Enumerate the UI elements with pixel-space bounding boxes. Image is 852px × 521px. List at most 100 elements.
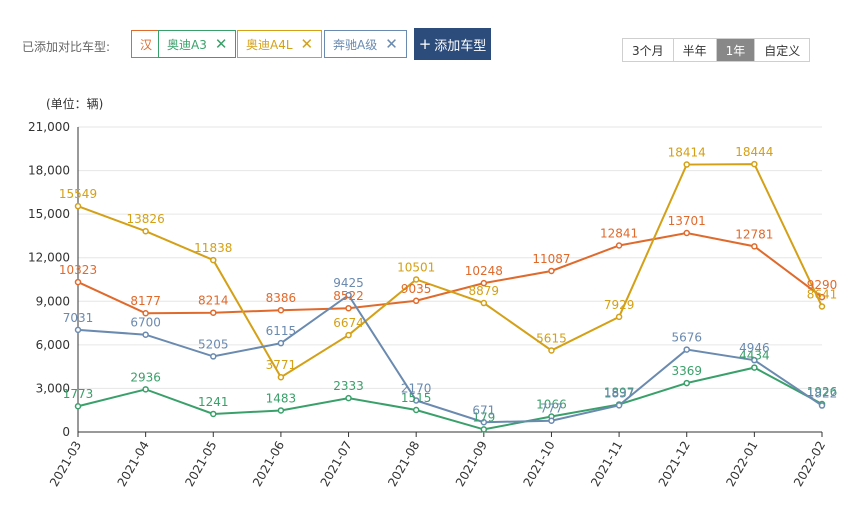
grid — [78, 126, 822, 433]
data-point — [751, 243, 758, 250]
data-point — [818, 402, 826, 409]
data-label: 13826 — [127, 212, 165, 226]
data-label: 18444 — [735, 145, 773, 159]
data-label: 10501 — [397, 260, 435, 274]
x-tick-label: 2021-03 — [47, 439, 84, 489]
compare-tag-audi-a3[interactable]: 奥迪A3 ✕ — [158, 30, 237, 58]
data-label: 1897 — [604, 385, 635, 399]
data-label: 2936 — [130, 370, 161, 384]
data-label: 12841 — [600, 226, 638, 240]
data-point — [683, 346, 690, 353]
data-point — [277, 373, 285, 381]
data-label: 1483 — [266, 391, 297, 405]
data-point — [142, 331, 149, 338]
data-point — [142, 386, 149, 393]
series-line — [77, 163, 823, 379]
data-label: 1773 — [63, 387, 94, 401]
x-tick-label: 2021-05 — [182, 439, 219, 489]
data-point — [345, 291, 352, 299]
data-point — [751, 356, 758, 364]
data-point — [74, 278, 82, 286]
x-tick-label: 2021-07 — [318, 439, 355, 489]
y-tick-label: 21,000 — [28, 120, 70, 134]
tab-custom[interactable]: 自定义 — [754, 39, 809, 61]
data-label: 4434 — [739, 349, 770, 363]
remove-icon[interactable]: ✕ — [300, 34, 314, 53]
x-axis: 2021-03 2021-04 2021-05 2021-06 2021-07 2021-… — [47, 431, 828, 489]
compare-label: 已添加对比车型: — [22, 40, 111, 54]
data-label: 1926 — [807, 385, 838, 399]
data-label: 1515 — [401, 391, 432, 405]
data-point — [74, 202, 82, 210]
y-tick-label: 18,000 — [28, 164, 70, 178]
remove-icon[interactable]: ✕ — [385, 34, 398, 53]
data-point — [412, 276, 420, 283]
unit-label: (单位：辆) — [46, 96, 103, 111]
data-point — [683, 161, 690, 168]
data-label: 10323 — [59, 263, 97, 277]
data-label: 2333 — [333, 379, 364, 393]
compare-tag-benz-a[interactable]: 奔驰A级 ✕ — [324, 30, 407, 58]
tab-half-year[interactable]: 半年 — [672, 39, 716, 61]
data-label: 13701 — [668, 214, 706, 228]
tag-label: 汉 — [140, 37, 153, 52]
data-label: 10248 — [465, 264, 503, 278]
data-label: 671 — [472, 403, 495, 417]
x-tick-label: 2022-02 — [791, 439, 828, 489]
add-model-button[interactable]: + 添加车型 — [414, 28, 491, 60]
data-point — [818, 293, 826, 301]
data-point — [480, 426, 488, 433]
data-label: 12781 — [735, 227, 773, 241]
x-tick-label: 2021-12 — [656, 439, 693, 489]
y-tick-label: 9,000 — [36, 294, 70, 308]
data-labels: 10323 8177 8214 8386 8522 9035 10248 11087 12841… — [59, 145, 837, 424]
data-point — [615, 313, 623, 321]
data-label: 8641 — [807, 287, 838, 301]
data-label: 4946 — [739, 341, 770, 355]
series-line — [77, 366, 823, 431]
tab-1-year[interactable]: 1年 — [715, 39, 755, 61]
data-point — [210, 410, 217, 418]
data-point — [480, 299, 488, 307]
data-point — [818, 303, 826, 310]
data-label: 6700 — [130, 316, 161, 330]
data-point — [210, 353, 217, 360]
y-tick-label: 6,000 — [36, 338, 70, 352]
data-point — [142, 309, 149, 317]
data-point — [751, 364, 758, 371]
data-label: 15549 — [59, 187, 97, 201]
x-tick-label: 2022-01 — [723, 439, 760, 489]
data-point — [548, 267, 555, 275]
data-point — [412, 397, 420, 404]
data-label: 8522 — [333, 289, 364, 303]
y-tick-label: 12,000 — [28, 251, 70, 265]
data-point — [142, 227, 149, 235]
tag-label: 奔驰A级 — [333, 37, 378, 52]
data-point — [548, 417, 555, 424]
data-label: 8214 — [198, 294, 229, 308]
data-point — [74, 402, 82, 410]
data-label: 6115 — [266, 324, 297, 338]
x-tick-label: 2021-11 — [588, 439, 625, 489]
data-point — [480, 279, 488, 287]
data-label: 179 — [472, 410, 495, 424]
data-point — [683, 379, 690, 387]
compare-bar: 已添加对比车型: 汉 奥迪A3 ✕ 奥迪A4L ✕ 奔驰A级 ✕ + 添加车型 — [0, 28, 852, 62]
data-label: 11838 — [194, 241, 232, 255]
data-label: 2170 — [401, 381, 432, 395]
data-label: 7031 — [63, 311, 94, 325]
remove-icon[interactable]: ✕ — [214, 34, 228, 53]
data-label: 11087 — [532, 252, 570, 266]
data-label: 1066 — [536, 398, 567, 412]
data-label: 9425 — [333, 276, 364, 290]
data-label: 8177 — [130, 294, 161, 308]
data-point — [345, 304, 352, 312]
x-tick-label: 2021-06 — [250, 439, 287, 489]
data-label: 18414 — [668, 146, 706, 160]
data-point — [480, 419, 488, 426]
x-tick-label: 2021-09 — [453, 439, 490, 489]
tab-3-months[interactable]: 3个月 — [632, 43, 664, 58]
data-label: 777 — [540, 402, 563, 416]
data-point — [345, 394, 352, 402]
compare-tag-audi-a4l[interactable]: 奥迪A4L ✕ — [237, 30, 323, 58]
